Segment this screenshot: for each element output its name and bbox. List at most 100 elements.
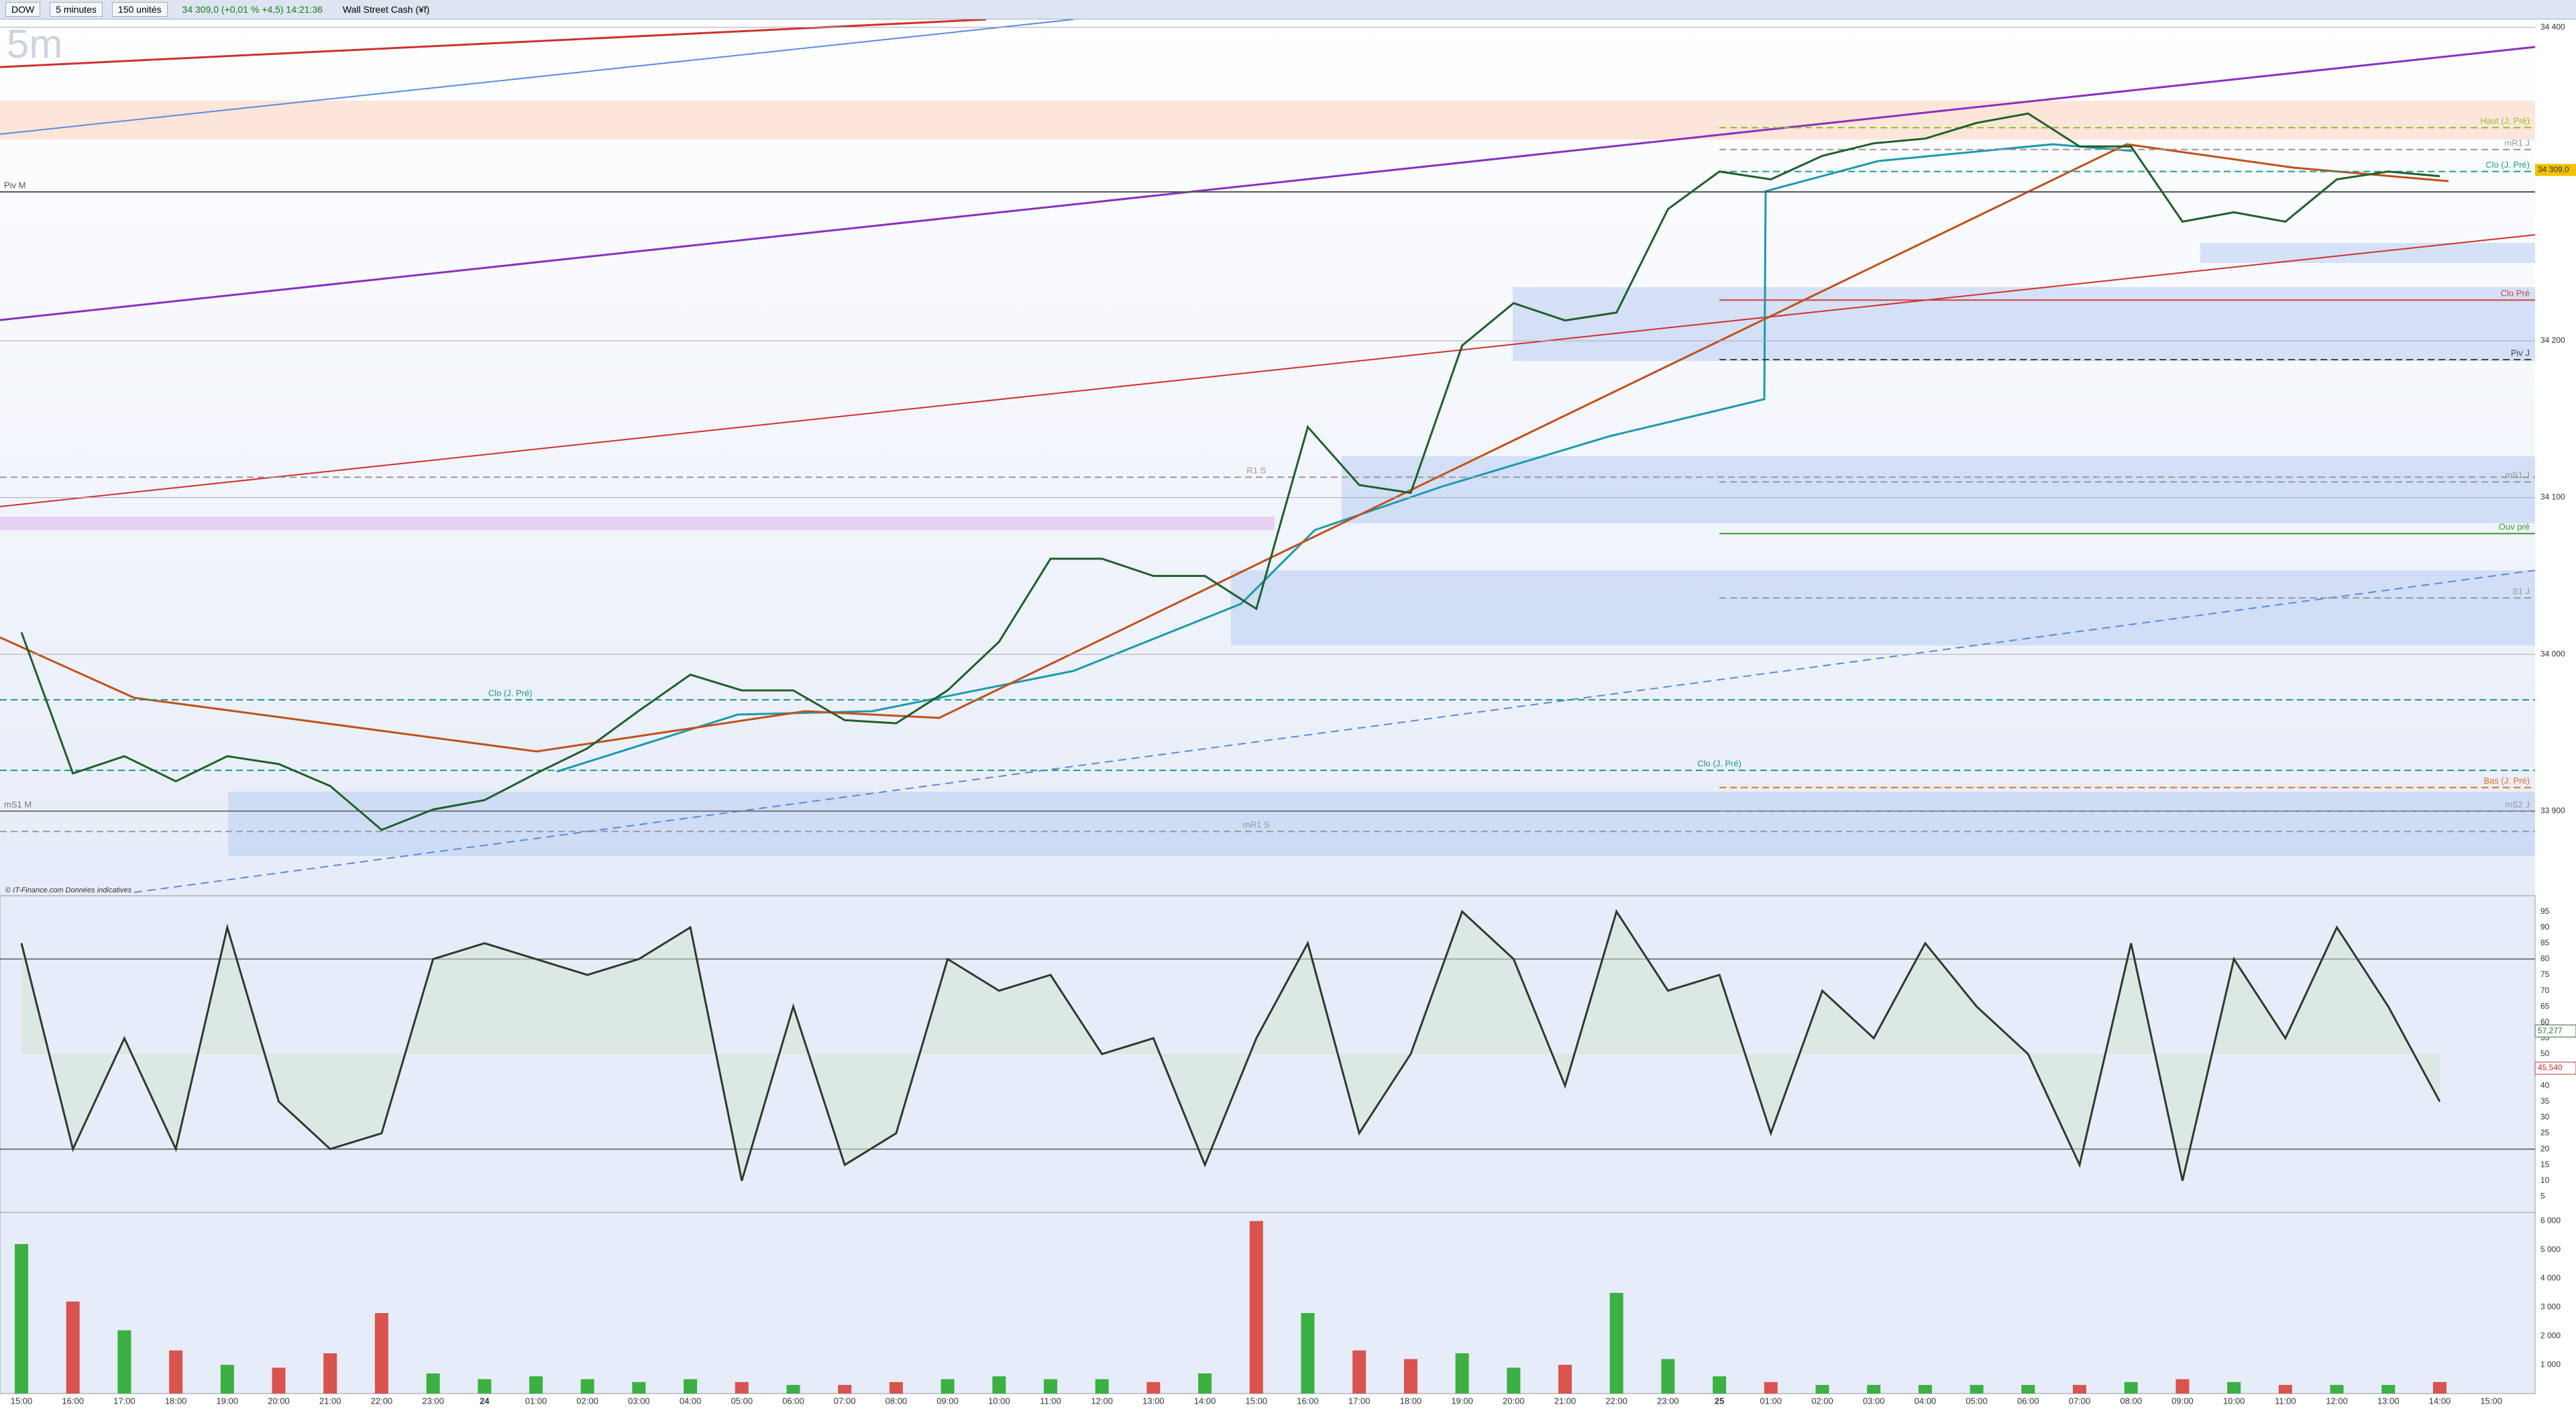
volume-bar xyxy=(1403,1359,1417,1394)
y-tick-label: 50 xyxy=(2540,1049,2550,1058)
volume-bar xyxy=(684,1379,698,1394)
vwap-line xyxy=(556,143,2133,773)
x-tick-label: 17:00 xyxy=(1348,1396,1371,1406)
x-tick-label: 25 xyxy=(1715,1396,1724,1406)
x-tick-label: 09:00 xyxy=(2171,1396,2194,1406)
x-tick-label: 22:00 xyxy=(371,1396,393,1406)
level-label: mS2 J xyxy=(2505,799,2530,809)
volume-bar xyxy=(2432,1381,2447,1394)
x-tick-label: 05:00 xyxy=(1966,1396,1988,1406)
volume-bar xyxy=(632,1381,646,1394)
x-tick-label: 20:00 xyxy=(268,1396,290,1406)
level-label: Piv J xyxy=(2511,348,2530,358)
price-tag-label: 34 309,0 xyxy=(2538,164,2569,174)
volume-bar xyxy=(15,1244,28,1394)
volume-bar xyxy=(1918,1385,1932,1394)
volume-bar xyxy=(1609,1293,1623,1394)
moving-average xyxy=(0,143,2449,753)
volume-bar xyxy=(1764,1381,1778,1394)
x-tick-label: 23:00 xyxy=(422,1396,444,1406)
x-tick-label: 03:00 xyxy=(1863,1396,1885,1406)
x-tick-label: 06:00 xyxy=(2017,1396,2039,1406)
toolbar: DOW 5 minutes 150 unités 34 309,0 (+0,01… xyxy=(0,0,2576,19)
x-tick-label: 18:00 xyxy=(165,1396,187,1406)
x-tick-label: 02:00 xyxy=(576,1396,598,1406)
x-tick-label: 07:00 xyxy=(834,1396,856,1406)
volume-bar xyxy=(2330,1385,2344,1394)
x-tick-label: 03:00 xyxy=(628,1396,650,1406)
volume-bar xyxy=(1095,1379,1109,1394)
y-tick-label: 33 900 xyxy=(2540,806,2565,815)
x-tick-label: 11:00 xyxy=(1040,1396,1061,1406)
x-tick-label: 05:00 xyxy=(731,1396,753,1406)
volume-panel xyxy=(0,1212,2536,1394)
level-label: mS1 J xyxy=(2505,470,2530,480)
volume-bar xyxy=(1867,1385,1881,1394)
resistance-zone xyxy=(0,101,2535,140)
volume-bar xyxy=(1815,1385,1829,1394)
x-tick-label: 02:00 xyxy=(1811,1396,1833,1406)
value-tag-label: 45,540 xyxy=(2538,1063,2563,1072)
volume-bar xyxy=(735,1381,749,1394)
volume-bar xyxy=(374,1313,388,1394)
y-tick-label: 80 xyxy=(2540,954,2550,963)
y-tick-label: 3 000 xyxy=(2540,1302,2561,1312)
volume-bar xyxy=(580,1379,594,1394)
volume-bar xyxy=(169,1350,183,1394)
volume-bar xyxy=(323,1353,337,1394)
price-tag xyxy=(2535,164,2576,176)
volume-bar xyxy=(529,1376,543,1394)
level-label: S1 J xyxy=(2512,586,2530,596)
level-label: Haut (J. Pré) xyxy=(2480,116,2530,126)
stoch-area xyxy=(21,911,2440,1181)
trend-line xyxy=(0,234,2536,507)
volume-bar xyxy=(2227,1381,2241,1394)
x-tick-label: 21:00 xyxy=(1554,1396,1576,1406)
x-tick-label: 15:00 xyxy=(1246,1396,1268,1406)
y-tick-label: 25 xyxy=(2540,1128,2550,1137)
y-tick-label: 15 xyxy=(2540,1159,2550,1169)
y-tick-label: 85 xyxy=(2540,938,2550,947)
level-label: Bas (J. Pré) xyxy=(2483,776,2530,786)
x-tick-label: 20:00 xyxy=(1503,1396,1525,1406)
volume-bar xyxy=(2176,1379,2190,1394)
volume-bar xyxy=(1970,1385,1984,1394)
volume-bar xyxy=(786,1385,800,1394)
y-tick-label: 5 000 xyxy=(2540,1245,2561,1254)
y-tick-label: 2 000 xyxy=(2540,1330,2561,1340)
volume-bar xyxy=(220,1365,234,1394)
watermark: 5m xyxy=(7,21,62,66)
y-tick-label: 75 xyxy=(2540,970,2550,979)
x-tick-label: 04:00 xyxy=(1915,1396,1937,1406)
x-tick-label: 18:00 xyxy=(1400,1396,1422,1406)
volume-bar xyxy=(2073,1385,2086,1394)
y-tick-label: 30 xyxy=(2540,1112,2550,1122)
y-tick-label: 5 xyxy=(2540,1192,2545,1201)
volume-bar xyxy=(66,1301,80,1394)
value-tag xyxy=(2534,1025,2576,1038)
units-button[interactable]: 150 unités xyxy=(111,2,168,17)
x-tick-label: 19:00 xyxy=(1451,1396,1473,1406)
volume-bar xyxy=(941,1379,955,1394)
volume-bar xyxy=(2021,1385,2035,1394)
zone xyxy=(1342,456,2535,523)
x-tick-label: 01:00 xyxy=(525,1396,547,1406)
y-tick-label: 34 000 xyxy=(2540,649,2565,658)
x-tick-label: 06:00 xyxy=(782,1396,804,1406)
volume-bar xyxy=(272,1367,286,1394)
interval-button[interactable]: 5 minutes xyxy=(50,2,103,17)
y-tick-label: 1 000 xyxy=(2540,1359,2561,1369)
level-label: R1 S xyxy=(1246,466,1266,476)
y-tick-label: 40 xyxy=(2540,1080,2550,1090)
x-tick-label: 11:00 xyxy=(2275,1396,2296,1406)
x-tick-label: 12:00 xyxy=(2326,1396,2348,1406)
x-tick-label: 12:00 xyxy=(1091,1396,1113,1406)
volume-bar xyxy=(1558,1365,1572,1394)
symbol-button[interactable]: DOW xyxy=(5,2,41,17)
volume-bar xyxy=(1044,1379,1057,1394)
y-tick-label: 60 xyxy=(2540,1017,2550,1027)
y-tick-label: 34 100 xyxy=(2540,492,2565,502)
trend-line xyxy=(0,46,2536,321)
x-tick-label: 10:00 xyxy=(988,1396,1010,1406)
